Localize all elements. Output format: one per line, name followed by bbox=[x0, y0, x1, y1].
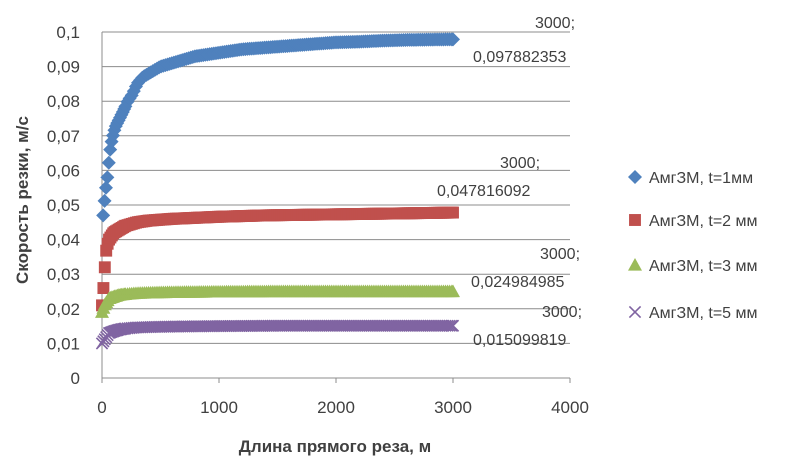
data-label-y: 0,097882353 bbox=[473, 49, 567, 66]
y-tick-labels: 0 0,01 0,02 0,03 0,04 0,05 0,06 0,07 0,08 0,09 0,1 bbox=[47, 23, 80, 388]
y-tick-label: 0,1 bbox=[56, 23, 80, 42]
legend: АмгЗМ, t=1мм АмгЗМ, t=2 мм АмгЗМ, t=3 мм Ам… bbox=[628, 170, 758, 322]
data-label-x: 3000; bbox=[535, 15, 575, 32]
data-label-x: 3000; bbox=[500, 155, 540, 172]
legend-item: АмгЗМ, t=5 мм bbox=[628, 305, 758, 322]
series-markers bbox=[95, 32, 460, 350]
legend-label: АмгЗМ, t=1мм bbox=[649, 170, 753, 187]
legend-item: АмгЗМ, t=1мм bbox=[628, 170, 753, 187]
series-1 bbox=[96, 32, 460, 223]
data-point bbox=[98, 261, 111, 274]
data-point bbox=[101, 155, 116, 170]
x-axis-title: Длина прямого реза, м bbox=[239, 437, 431, 456]
data-point bbox=[446, 32, 460, 47]
data-point bbox=[96, 208, 111, 223]
legend-item: АмгЗМ, t=2 мм bbox=[629, 213, 758, 230]
y-tick-label: 0,08 bbox=[47, 92, 80, 111]
legend-marker bbox=[629, 214, 641, 226]
data-label-x: 3000; bbox=[540, 246, 580, 263]
data-point bbox=[98, 180, 113, 195]
legend-marker bbox=[628, 305, 642, 319]
data-point bbox=[446, 319, 460, 332]
y-tick-label: 0,05 bbox=[47, 196, 80, 215]
y-tick-label: 0 bbox=[71, 369, 80, 388]
y-tick-label: 0,02 bbox=[47, 300, 80, 319]
x-tick-label: 0 bbox=[97, 398, 106, 417]
y-tick-label: 0,01 bbox=[47, 334, 80, 353]
series-2 bbox=[96, 206, 459, 312]
x-tick-label: 4000 bbox=[551, 398, 589, 417]
x-tick-label: 3000 bbox=[434, 398, 472, 417]
y-tick-label: 0,09 bbox=[47, 58, 80, 77]
legend-label: АмгЗМ, t=5 мм bbox=[649, 305, 758, 322]
x-tick-labels: 0 1000 2000 3000 4000 bbox=[97, 398, 589, 417]
x-tick-label: 2000 bbox=[317, 398, 355, 417]
y-tick-label: 0,04 bbox=[47, 231, 80, 250]
data-point bbox=[443, 319, 456, 332]
data-point bbox=[441, 319, 454, 332]
y-tick-label: 0,07 bbox=[47, 127, 80, 146]
x-tick-label: 1000 bbox=[200, 398, 238, 417]
data-label-x: 3000; bbox=[542, 304, 582, 321]
legend-marker bbox=[628, 258, 642, 271]
data-label-y: 0,015099819 bbox=[473, 332, 567, 349]
data-point bbox=[447, 206, 459, 219]
data-point bbox=[100, 170, 115, 185]
y-tick-label: 0,06 bbox=[47, 161, 80, 180]
data-point bbox=[446, 284, 460, 298]
legend-item: АмгЗМ, t=3 мм bbox=[628, 258, 758, 275]
data-point bbox=[97, 193, 112, 208]
y-axis-title: Скорость резки, м/с bbox=[13, 116, 32, 284]
legend-label: АмгЗМ, t=3 мм bbox=[649, 258, 758, 275]
series-3 bbox=[95, 284, 460, 318]
data-label-y: 0,024984985 bbox=[471, 274, 565, 291]
data-label-y: 0,047816092 bbox=[437, 183, 531, 200]
y-tick-label: 0,03 bbox=[47, 265, 80, 284]
data-point bbox=[100, 244, 113, 257]
gridlines bbox=[101, 31, 571, 383]
data-point bbox=[445, 319, 458, 332]
legend-marker bbox=[628, 170, 642, 184]
series-4 bbox=[95, 319, 460, 350]
data-point bbox=[97, 282, 110, 294]
legend-label: АмгЗМ, t=2 мм bbox=[649, 213, 758, 230]
data-labels: 3000; 0,097882353 3000; 0,047816092 3000; 0,0… bbox=[437, 15, 582, 349]
